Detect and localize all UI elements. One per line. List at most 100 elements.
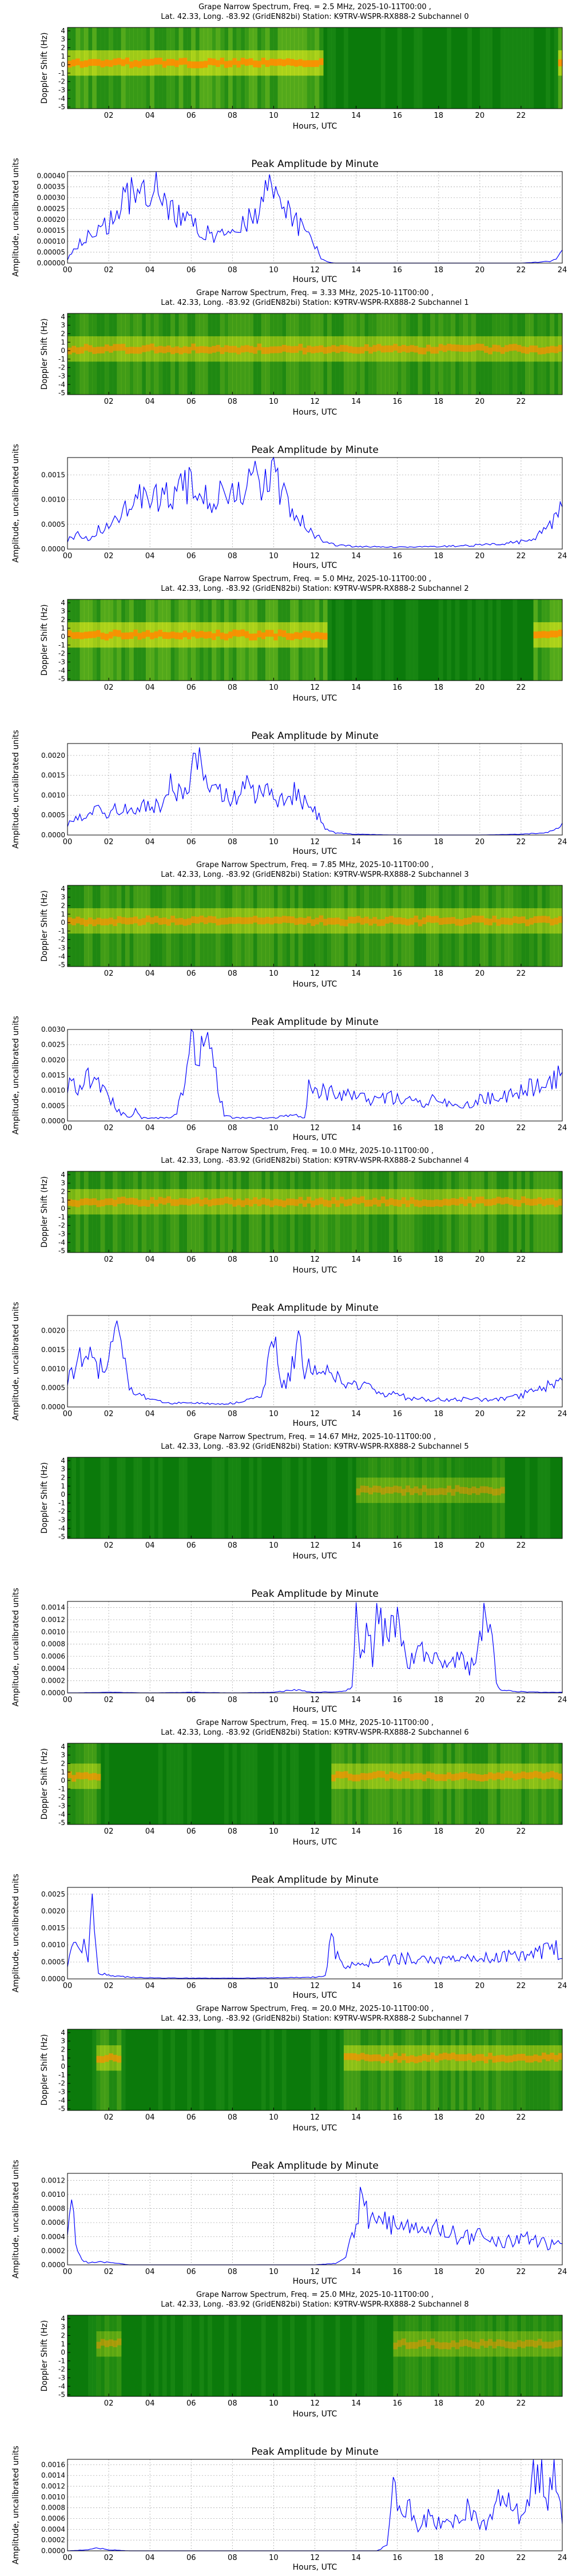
- spectrogram-xtick-label: 20: [475, 112, 485, 120]
- spectrogram-streak: [558, 2029, 563, 2110]
- spectrogram-xtick-label: 10: [269, 683, 279, 692]
- spectrogram-band-core: [133, 1198, 138, 1205]
- spectrogram-band-core: [323, 919, 328, 926]
- spectrogram-band-core: [174, 632, 180, 639]
- spectrogram-band-core: [265, 917, 270, 924]
- spectrogram-band-core: [471, 2342, 476, 2349]
- spectrogram-band-core: [529, 1199, 534, 1206]
- spectrogram-band-core: [84, 1198, 89, 1205]
- spectrogram-streak: [174, 1743, 180, 1824]
- spectrogram-band-core: [368, 347, 374, 354]
- spectrogram-band-core: [166, 632, 171, 639]
- spectrogram-band-core: [385, 2054, 390, 2061]
- spectrogram-xtick-label: 22: [517, 112, 526, 120]
- spectrogram-streak: [109, 2029, 113, 2110]
- spectrogram-band-core: [286, 633, 291, 640]
- spectrogram-streak: [327, 885, 332, 967]
- spectrogram-band-core: [537, 2339, 542, 2346]
- spectrogram-streak: [447, 599, 451, 681]
- spectrogram-band-core: [343, 919, 348, 927]
- spectrogram-band-glow: [541, 2331, 546, 2357]
- spectrogram-band-core: [145, 59, 150, 66]
- spectrogram-streak: [125, 1171, 130, 1253]
- spectrogram-band-core: [541, 2052, 546, 2060]
- spectrogram-band-core: [88, 917, 93, 925]
- spectrogram-streak: [76, 1171, 81, 1253]
- spectrogram-band-glow: [517, 2331, 522, 2357]
- spectrogram-band-core: [307, 916, 311, 924]
- spectrogram-streak: [558, 313, 563, 395]
- spectrogram-band-core: [537, 2056, 542, 2063]
- spectrogram-streak: [67, 1171, 72, 1253]
- spectrogram-ytick-label: -5: [58, 1533, 65, 1541]
- spectrogram-streak: [294, 313, 299, 395]
- amplitude-ytick-label: 0.0005: [41, 1384, 65, 1392]
- spectrogram-band-core: [517, 917, 522, 924]
- spectrogram-streak: [311, 1171, 316, 1253]
- spectrogram-streak: [455, 1743, 460, 1824]
- spectrogram-band-core: [315, 917, 320, 925]
- spectrogram-band-glow: [109, 2331, 113, 2357]
- spectrogram-ytick-label: -5: [58, 961, 65, 969]
- spectrogram-band-core: [277, 346, 283, 353]
- spectrogram-streak: [348, 1457, 352, 1539]
- spectrogram-streak: [298, 313, 303, 395]
- spectrogram-streak: [224, 885, 229, 967]
- spectrogram-streak: [496, 2315, 501, 2396]
- spectrogram-ytick-label: 3: [61, 893, 65, 901]
- spectrogram-streak: [182, 313, 188, 395]
- spectrogram-band-core: [529, 917, 534, 925]
- spectrogram-band-glow: [397, 2331, 402, 2357]
- spectrogram-band-glow: [509, 2331, 514, 2357]
- spectrogram-band-core: [438, 2053, 443, 2061]
- spectrogram-xtick-label: 12: [310, 683, 320, 692]
- spectrogram-band-core: [517, 2340, 522, 2347]
- spectrogram-streak: [505, 27, 509, 109]
- spectrogram-band-core: [113, 2340, 118, 2347]
- spectrogram-streak: [319, 1171, 324, 1253]
- spectrogram-streak: [331, 27, 336, 109]
- spectrogram-streak: [265, 1171, 270, 1253]
- spectrogram-band-core: [174, 1199, 180, 1206]
- amplitude-xtick-label: 00: [63, 1696, 73, 1704]
- spectrogram-band-core: [376, 1199, 382, 1207]
- spectrogram-ylabel: Doppler Shift (Hz): [40, 2034, 49, 2106]
- spectrogram-streak: [216, 1457, 221, 1539]
- spectrogram-band-core: [117, 58, 122, 65]
- spectrogram-streak: [290, 885, 295, 967]
- spectrogram-streak: [410, 1743, 415, 1824]
- spectrogram-streak: [298, 1457, 303, 1539]
- spectrogram-band-core: [339, 1771, 344, 1779]
- spectrogram-band-core: [393, 1199, 398, 1206]
- spectrogram-streak: [484, 313, 488, 395]
- spectrogram-band-core: [380, 1771, 386, 1778]
- spectrogram-streak: [96, 2315, 101, 2396]
- spectrogram-xtick-label: 20: [475, 1255, 485, 1264]
- spectrogram-streak: [475, 885, 480, 967]
- spectrogram-streak: [438, 1171, 443, 1253]
- spectrogram-band-core: [414, 1772, 419, 1780]
- spectrogram-band-core: [422, 1485, 427, 1492]
- spectrogram-streak: [385, 599, 390, 681]
- spectrogram-band-core: [442, 1198, 447, 1206]
- spectrogram-band-core: [327, 346, 332, 353]
- spectrogram-streak: [199, 1171, 204, 1253]
- spectrogram-streak: [327, 2029, 332, 2110]
- amplitude-xtick-label: 02: [104, 1410, 114, 1418]
- spectrogram-band-core: [67, 630, 72, 637]
- spectrogram-band-core: [109, 345, 113, 353]
- spectrogram-streak: [521, 1171, 526, 1253]
- spectrogram-streak: [500, 313, 505, 395]
- spectrogram-band-core: [471, 1773, 476, 1780]
- amplitude-xtick-label: 10: [269, 2554, 279, 2562]
- amplitude-ylabel: Amplitude, uncalibrated units: [11, 444, 21, 563]
- spectrogram-band-glow: [484, 1477, 488, 1503]
- spectrogram-streak: [521, 313, 526, 395]
- spectrogram-band-core: [141, 1199, 146, 1206]
- spectrogram-band-core: [307, 345, 311, 353]
- spectrogram-streak: [249, 1457, 253, 1539]
- spectrogram-streak: [451, 1457, 456, 1539]
- spectrogram-streak: [240, 1171, 245, 1253]
- spectrogram-band-core: [521, 1196, 526, 1203]
- spectrogram-band-core: [331, 345, 336, 352]
